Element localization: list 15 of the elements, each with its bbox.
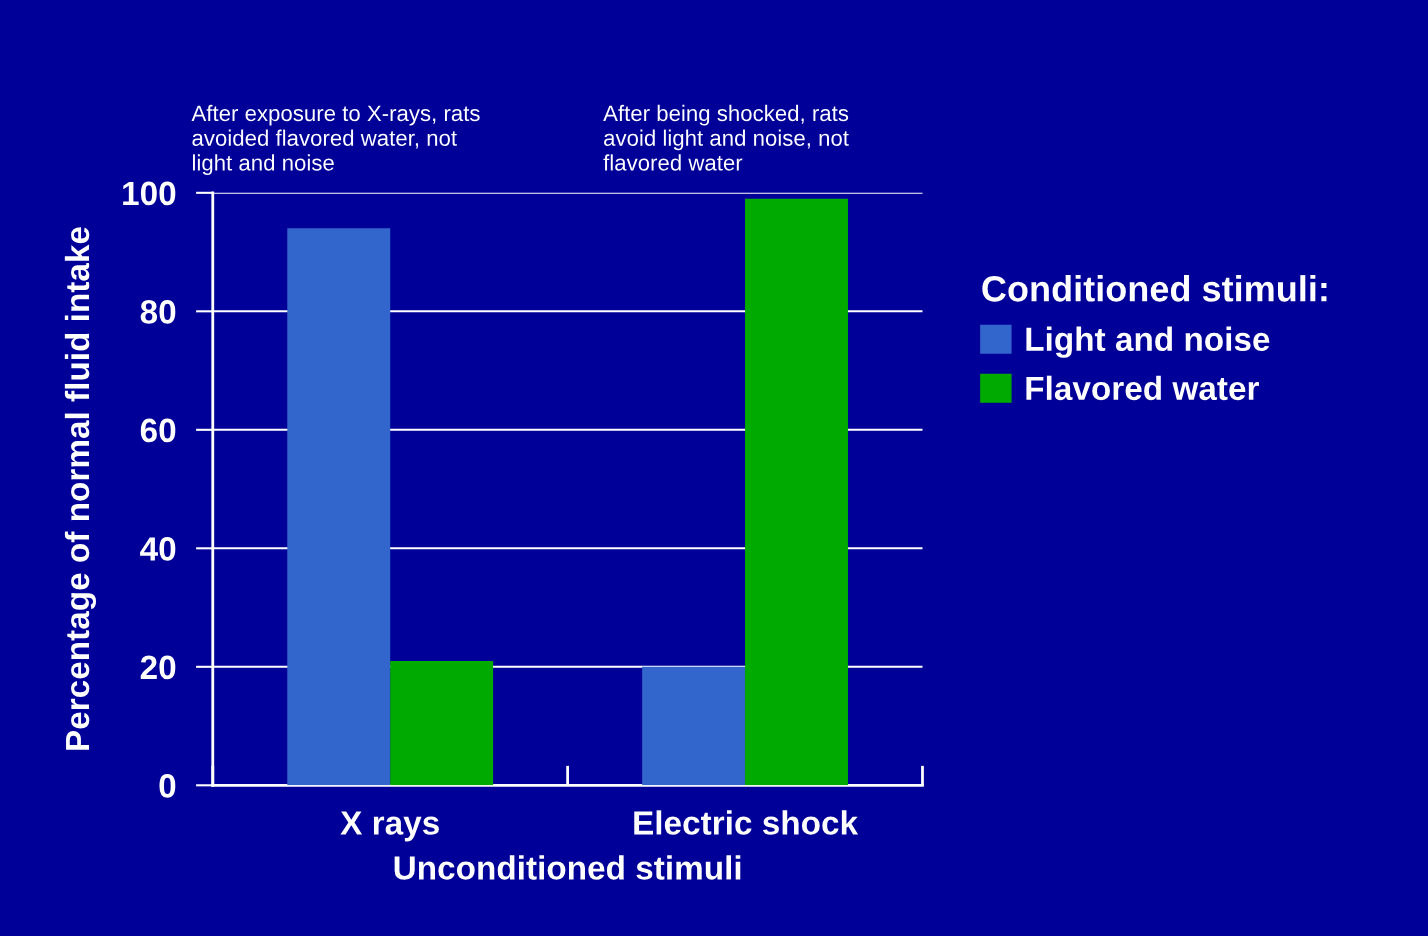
y-tick-label: 60 — [140, 418, 176, 443]
y-tick-label: 80 — [140, 300, 176, 324]
legend-title: Conditioned stimuli: — [982, 275, 1327, 302]
y-axis-title: Percentage of normal fluid intake — [64, 227, 97, 750]
y-tick-label: 100 — [123, 181, 176, 206]
legend-label: Flavored water — [1026, 375, 1259, 401]
text: After exposure to X-rays, rats avoided flavored water, not light and noise — [191, 104, 480, 176]
y-tick-label: 20 — [140, 655, 176, 680]
x-tick-label: X rays — [340, 811, 439, 842]
legend-label: Light and noise — [1026, 326, 1270, 358]
x-tick-label: Electric shock — [634, 810, 859, 835]
y-tick-label: 0 — [159, 774, 176, 798]
text: After being shocked, rats avoid light and noise, not flavored water — [603, 104, 849, 171]
y-tick-label: 40 — [140, 537, 176, 561]
x-axis-title: Unconditioned stimuli — [394, 855, 741, 880]
